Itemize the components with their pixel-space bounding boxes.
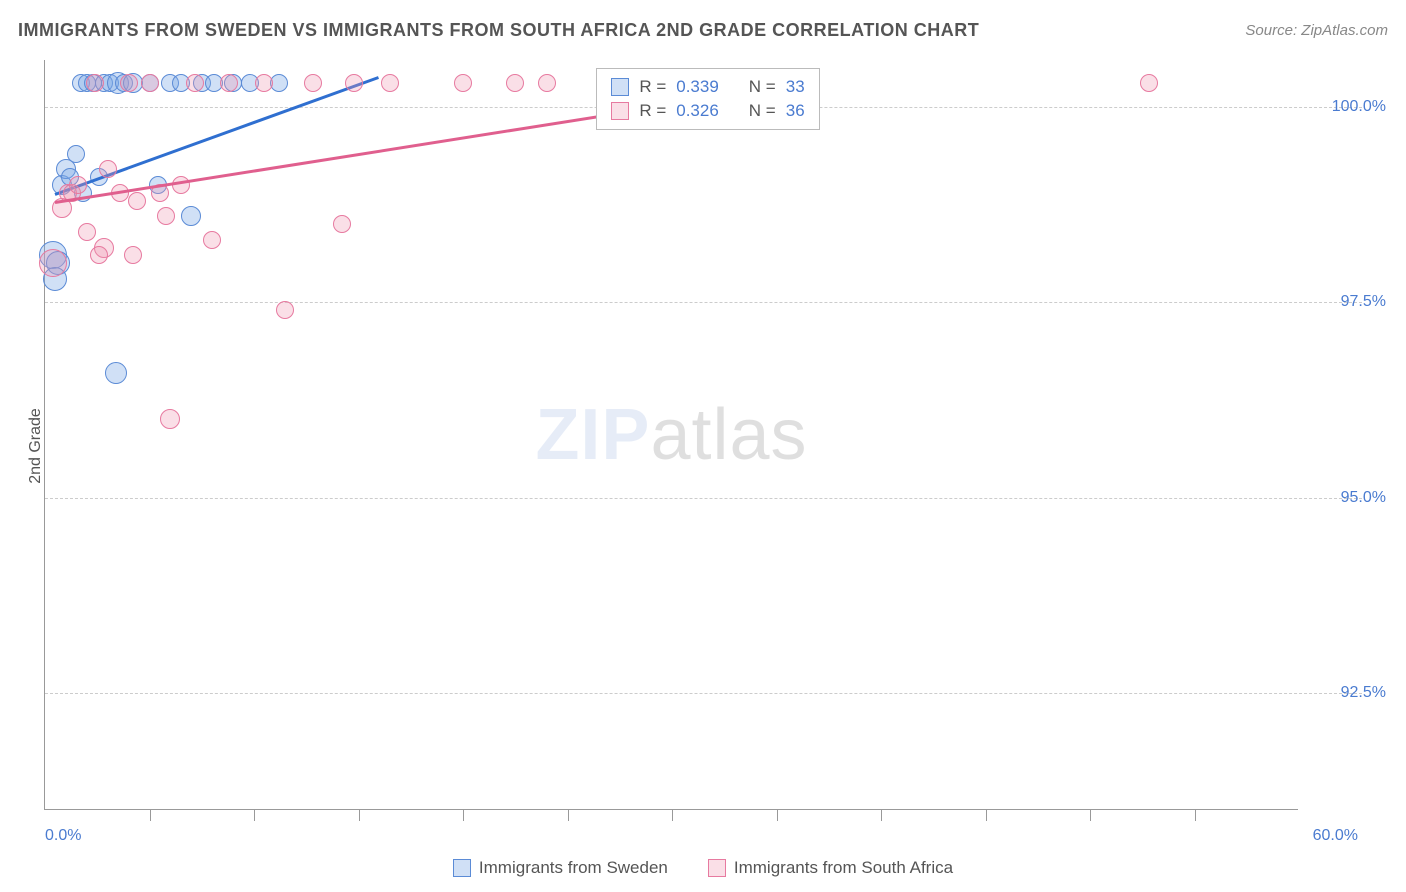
legend-swatch <box>453 859 471 877</box>
r-value: 0.326 <box>676 101 719 121</box>
legend-swatch <box>611 78 629 96</box>
data-point <box>276 301 294 319</box>
x-tick <box>150 809 151 821</box>
legend-label: Immigrants from South Africa <box>734 858 953 878</box>
y-tick-label: 100.0% <box>1332 98 1386 116</box>
data-point <box>181 206 201 226</box>
data-point <box>454 74 472 92</box>
legend-swatch <box>708 859 726 877</box>
x-tick <box>1195 809 1196 821</box>
data-point <box>203 231 221 249</box>
y-tick-label: 92.5% <box>1341 684 1386 702</box>
y-axis-title: 2nd Grade <box>27 408 45 484</box>
data-point <box>39 249 67 277</box>
x-tick <box>463 809 464 821</box>
chart-header: IMMIGRANTS FROM SWEDEN VS IMMIGRANTS FRO… <box>18 20 1388 41</box>
data-point <box>220 74 238 92</box>
legend-label: Immigrants from Sweden <box>479 858 668 878</box>
data-point <box>186 74 204 92</box>
data-point <box>86 74 104 92</box>
data-point <box>157 207 175 225</box>
watermark-zip: ZIP <box>535 395 650 475</box>
data-point <box>333 215 351 233</box>
legend-item: Immigrants from South Africa <box>708 858 953 878</box>
gridline-h <box>45 498 1362 499</box>
gridline-h <box>45 302 1362 303</box>
n-label: N = <box>749 77 776 97</box>
chart-source: Source: ZipAtlas.com <box>1245 22 1388 39</box>
data-point <box>99 160 117 178</box>
x-tick <box>1090 809 1091 821</box>
x-tick <box>359 809 360 821</box>
data-point <box>1140 74 1158 92</box>
infobox-row: R = 0.326 N = 36 <box>611 99 804 123</box>
data-point <box>304 74 322 92</box>
x-max-label: 60.0% <box>1313 827 1358 845</box>
data-point <box>128 192 146 210</box>
data-point <box>538 74 556 92</box>
r-label: R = <box>639 77 666 97</box>
n-value: 33 <box>786 77 805 97</box>
bottom-legend: Immigrants from Sweden Immigrants from So… <box>0 858 1406 878</box>
y-tick-label: 95.0% <box>1341 489 1386 507</box>
correlation-infobox: R = 0.339 N = 33 R = 0.326 N = 36 <box>596 68 819 130</box>
watermark-atlas: atlas <box>650 395 807 475</box>
n-value: 36 <box>786 101 805 121</box>
gridline-h <box>45 693 1362 694</box>
data-point <box>255 74 273 92</box>
r-label: R = <box>639 101 666 121</box>
scatter-plot: ZIPatlas 92.5%95.0%97.5%100.0%0.0%60.0%R… <box>44 60 1298 810</box>
x-tick <box>568 809 569 821</box>
legend-swatch <box>611 102 629 120</box>
data-point <box>67 145 85 163</box>
data-point <box>141 74 159 92</box>
chart-title: IMMIGRANTS FROM SWEDEN VS IMMIGRANTS FRO… <box>18 20 979 41</box>
data-point <box>345 74 363 92</box>
x-tick <box>777 809 778 821</box>
data-point <box>90 246 108 264</box>
data-point <box>506 74 524 92</box>
legend-item: Immigrants from Sweden <box>453 858 668 878</box>
source-name: ZipAtlas.com <box>1301 22 1388 39</box>
data-point <box>381 74 399 92</box>
data-point <box>105 362 127 384</box>
data-point <box>69 176 87 194</box>
source-prefix: Source: <box>1245 22 1301 39</box>
data-point <box>78 223 96 241</box>
x-tick <box>881 809 882 821</box>
r-value: 0.339 <box>676 77 719 97</box>
watermark: ZIPatlas <box>535 394 807 476</box>
infobox-row: R = 0.339 N = 33 <box>611 75 804 99</box>
x-tick <box>986 809 987 821</box>
data-point <box>124 246 142 264</box>
y-tick-label: 97.5% <box>1341 293 1386 311</box>
n-label: N = <box>749 101 776 121</box>
x-min-label: 0.0% <box>45 827 81 845</box>
data-point <box>160 409 180 429</box>
x-tick <box>672 809 673 821</box>
x-tick <box>254 809 255 821</box>
data-point <box>120 74 138 92</box>
